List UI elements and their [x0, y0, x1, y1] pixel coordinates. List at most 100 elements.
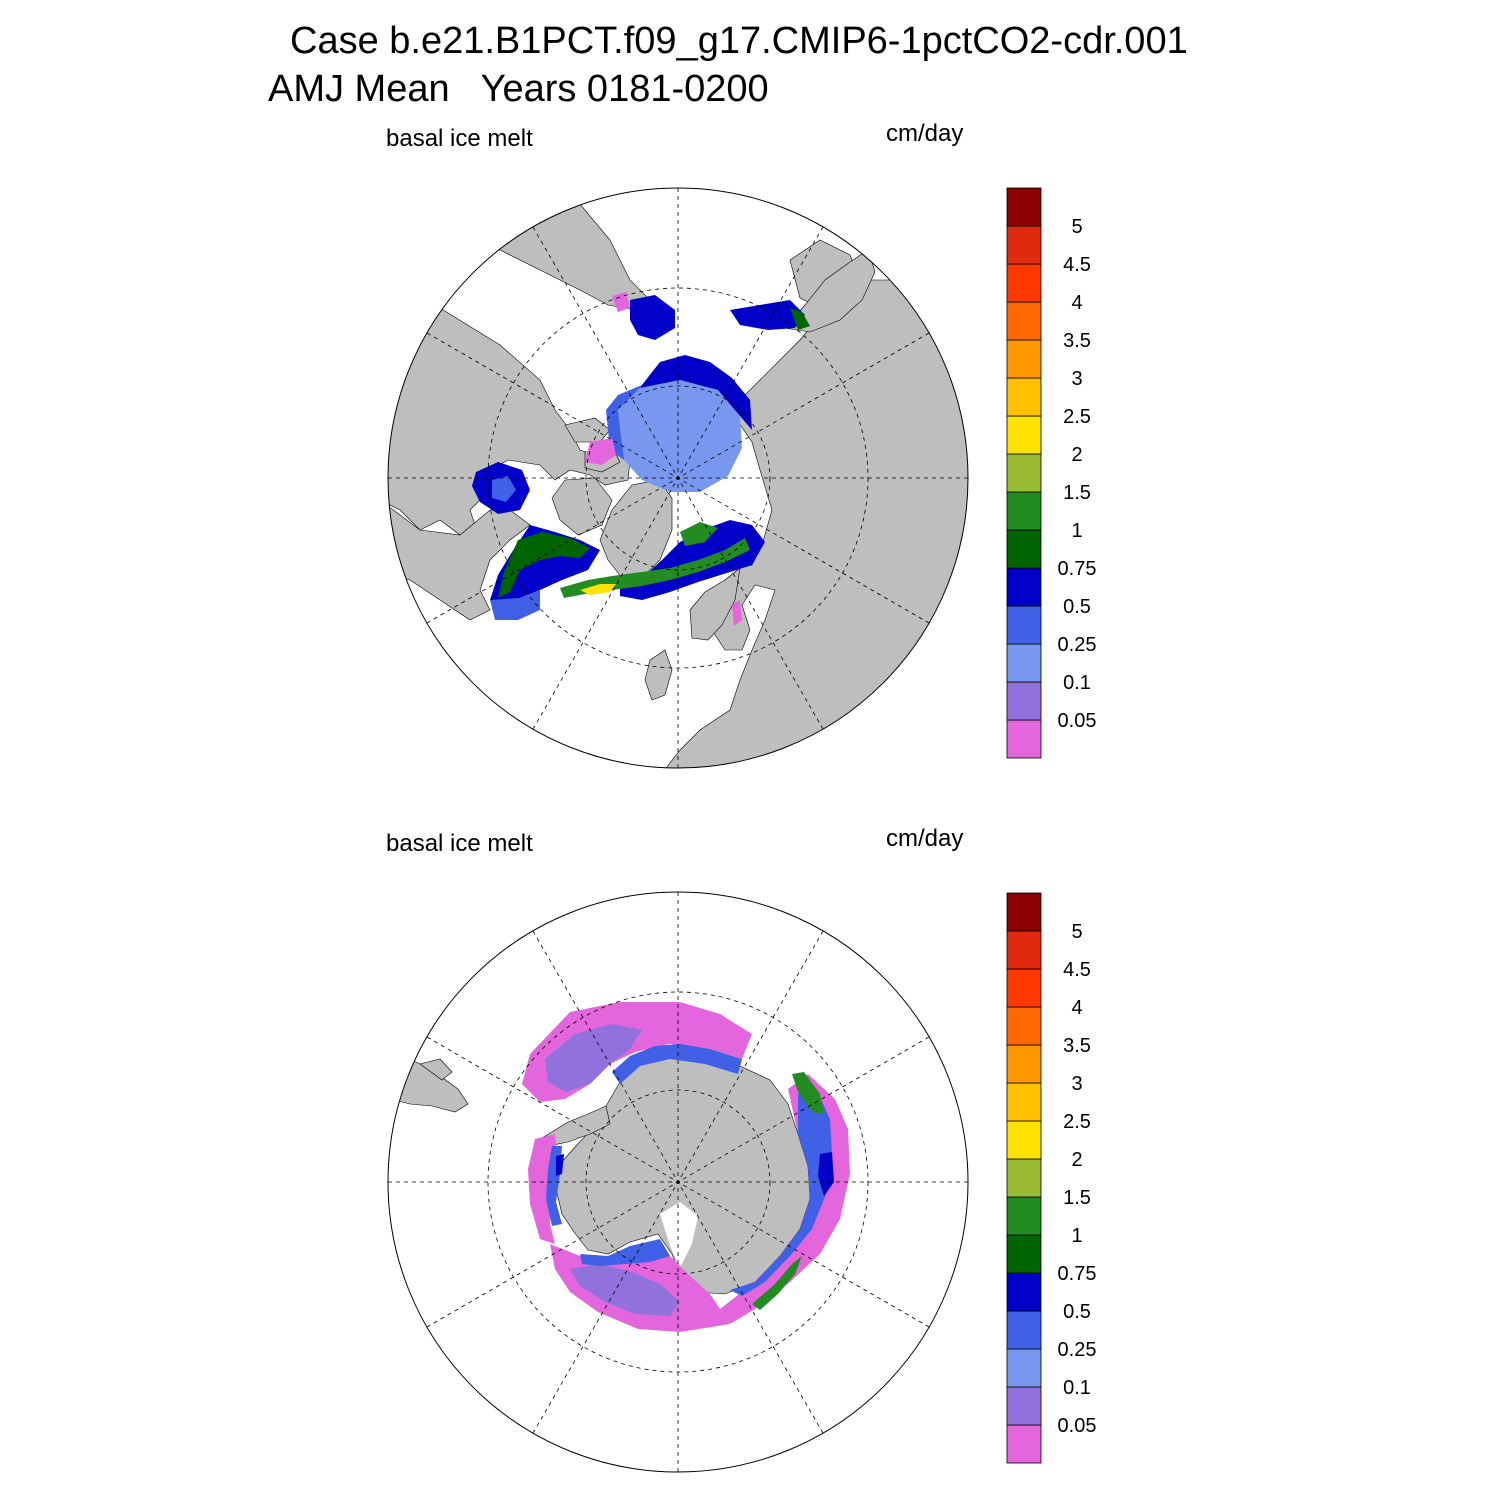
- colorbar-tick-label: 3.5: [1063, 330, 1091, 352]
- colorbar-tick-label: 0.1: [1063, 1377, 1091, 1399]
- colorbar-swatch: [1006, 719, 1042, 759]
- colorbar-tick-label: 4.5: [1063, 959, 1091, 981]
- colorbar-swatch: [1006, 567, 1042, 607]
- sh-melt-indian-strong-1: [792, 1072, 824, 1114]
- sh-melt-ross-mid: [570, 1264, 680, 1316]
- nh-units-label: cm/day: [886, 120, 964, 147]
- colorbar-tick-label: 2.5: [1063, 406, 1091, 428]
- nh-melt-okhotsk-edge: [790, 308, 810, 330]
- colorbar-swatch: [1006, 1006, 1042, 1046]
- nh-melt-bering: [630, 295, 675, 340]
- colorbar-swatch: [1006, 301, 1042, 341]
- colorbar-tick-label: 1: [1071, 1225, 1082, 1247]
- colorbar-swatch: [1006, 1158, 1042, 1198]
- nh-map-border: [387, 187, 969, 769]
- colorbar-swatch: [1006, 187, 1042, 227]
- colorbar-swatch: [1006, 1424, 1042, 1464]
- nh-melt-siberian-shelf: [640, 355, 752, 430]
- colorbar-swatch: [1006, 643, 1042, 683]
- colorbar-tick-label: 2: [1071, 444, 1082, 466]
- sh-land-tierra-del-fuego: [419, 1058, 453, 1081]
- colorbar-swatch: [1006, 930, 1042, 970]
- nh-melt-okhotsk: [730, 300, 805, 330]
- sh-melt-field: [522, 1002, 850, 1332]
- sh-melt-indian-edge-1: [818, 1152, 834, 1196]
- nh-melt-field: [472, 292, 810, 626]
- colorbar-swatch: [1006, 1348, 1042, 1388]
- nh-land-archipelago-1: [564, 417, 611, 443]
- nh-melt-hudson-core: [492, 476, 516, 502]
- colorbar-tick-label: 0.05: [1058, 1415, 1097, 1437]
- colorbar-tick-label: 0.25: [1058, 634, 1097, 656]
- nh-melt-greenland-sea-strong: [560, 538, 750, 598]
- colorbar-swatch: [1006, 377, 1042, 417]
- nh-melt-baltic-low: [732, 600, 742, 626]
- nh-melt-labrador-edge: [498, 532, 590, 598]
- colorbar-tick-label: 3.5: [1063, 1035, 1091, 1057]
- colorbar-tick-label: 0.75: [1058, 558, 1097, 580]
- colorbar-swatch: [1006, 415, 1042, 455]
- colorbar-swatch: [1006, 491, 1042, 531]
- colorbar-swatch: [1006, 1044, 1042, 1084]
- sh-colorbar: 0.05 0.1 0.25 0.5 0.75 1 1.5 2 2.5 3 3.5 4 4.5 5: [1006, 892, 1097, 1464]
- colorbar-tick-label: 0.05: [1058, 710, 1097, 732]
- nh-variable-label: basal ice melt: [386, 125, 533, 152]
- sh-map-border: [387, 891, 969, 1473]
- nh-melt-bering-low: [612, 292, 630, 312]
- nh-melt-irminger-peak: [580, 584, 616, 595]
- nh-land-north-america: [388, 299, 631, 536]
- sh-variable-label: basal ice melt: [386, 830, 533, 857]
- colorbar-swatch: [1006, 605, 1042, 645]
- nh-land-scandinavia: [689, 567, 741, 641]
- colorbar-swatch: [1006, 1386, 1042, 1426]
- colorbar-tick-label: 2: [1071, 1149, 1082, 1171]
- colorbar-tick-label: 1.5: [1063, 1187, 1091, 1209]
- nh-polar-map: [387, 187, 969, 769]
- figure-title-line2: AMJ Mean Years 0181-0200: [268, 68, 769, 110]
- nh-melt-barents-strong: [680, 522, 718, 546]
- nh-melt-labrador-outer: [490, 590, 540, 620]
- sh-ross-ice-notch: [660, 1202, 698, 1268]
- sh-units-label: cm/day: [886, 825, 964, 852]
- colorbar-tick-label: 4: [1071, 997, 1082, 1019]
- colorbar-swatch: [1006, 1272, 1042, 1312]
- colorbar-tick-label: 0.25: [1058, 1339, 1097, 1361]
- nh-melt-central-arctic: [618, 380, 742, 492]
- colorbar-swatch: [1006, 339, 1042, 379]
- nh-land-british-isles: [644, 649, 673, 701]
- colorbar-swatch: [1006, 1120, 1042, 1160]
- colorbar-swatch: [1006, 1196, 1042, 1236]
- colorbar-tick-label: 5: [1071, 921, 1082, 943]
- sh-melt-amundsen-edge: [556, 1154, 564, 1176]
- colorbar-tick-label: 1.5: [1063, 482, 1091, 504]
- colorbar-tick-label: 0.1: [1063, 672, 1091, 694]
- colorbar-swatch: [1006, 1082, 1042, 1122]
- colorbar-tick-label: 1: [1071, 520, 1082, 542]
- colorbar-swatch: [1006, 225, 1042, 265]
- sh-melt-indian-coast: [730, 1089, 832, 1296]
- colorbar-tick-label: 0.5: [1063, 596, 1091, 618]
- nh-land-baffin: [551, 477, 613, 536]
- colorbar-tick-label: 0.75: [1058, 1263, 1097, 1285]
- colorbar-tick-label: 2.5: [1063, 1111, 1091, 1133]
- nh-colorbar: 0.05 0.1 0.25 0.5 0.75 1 1.5 2 2.5 3 3.5 4 4.5 5: [1006, 187, 1097, 759]
- colorbar-swatch: [1006, 453, 1042, 493]
- colorbar-swatch: [1006, 529, 1042, 569]
- colorbar-tick-label: 3: [1071, 1073, 1082, 1095]
- nh-land-canada-south: [388, 499, 531, 621]
- colorbar-tick-label: 4.5: [1063, 254, 1091, 276]
- colorbar-tick-label: 4: [1071, 292, 1082, 314]
- colorbar-swatch: [1006, 892, 1042, 932]
- nh-graticule: [388, 188, 968, 768]
- colorbar-swatch: [1006, 1310, 1042, 1350]
- sh-graticule: [388, 892, 968, 1472]
- colorbar-swatch: [1006, 1234, 1042, 1274]
- sh-melt-ross-coast: [580, 1239, 670, 1266]
- sh-melt-indian-strong-2: [752, 1256, 802, 1310]
- sh-melt-weddell-coast: [612, 1044, 742, 1084]
- colorbar-swatch: [1006, 968, 1042, 1008]
- sh-polar-map: [387, 891, 969, 1473]
- colorbar-tick-label: 5: [1071, 216, 1082, 238]
- colorbar-swatch: [1006, 681, 1042, 721]
- colorbar-tick-label: 3: [1071, 368, 1082, 390]
